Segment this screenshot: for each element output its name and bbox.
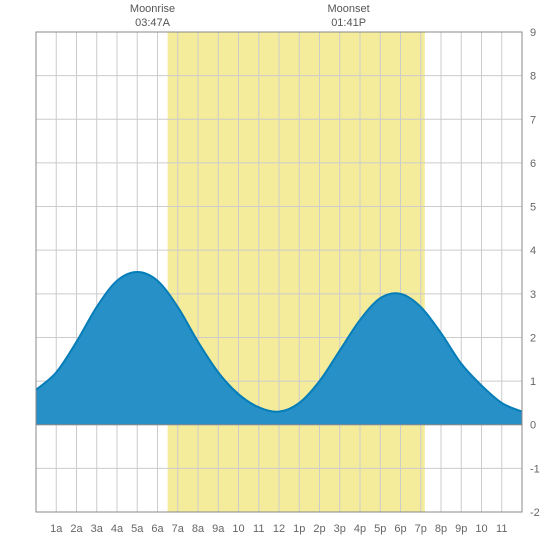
moonset-label: Moonset [328, 3, 370, 15]
y-tick-label: 4 [530, 245, 536, 257]
y-tick-label: 2 [530, 332, 536, 344]
y-tick-label: -2 [530, 507, 540, 519]
y-tick-label: 3 [530, 289, 536, 301]
x-tick-label: 3a [91, 523, 104, 535]
x-tick-label: 11 [253, 523, 264, 535]
x-tick-label: 10 [232, 523, 244, 535]
x-tick-label: 4a [111, 523, 124, 535]
moonset-time: 01:41P [331, 17, 366, 29]
y-tick-label: 5 [530, 202, 536, 214]
y-tick-label: 6 [530, 158, 536, 170]
y-tick-label: 9 [530, 27, 536, 39]
daylight-band [168, 32, 425, 512]
y-tick-label: 7 [530, 114, 536, 126]
y-tick-label: -1 [530, 463, 540, 475]
x-tick-label: 7p [415, 523, 427, 535]
x-tick-label: 1p [293, 523, 305, 535]
x-tick-label: 2a [70, 523, 83, 535]
x-tick-label: 7a [172, 523, 185, 535]
x-tick-label: 9a [212, 523, 225, 535]
tide-chart: 1a2a3a4a5a6a7a8a9a1011121p2p3p4p5p6p7p8p… [0, 0, 550, 550]
y-tick-label: 1 [530, 376, 536, 388]
moonrise-time: 03:47A [135, 17, 171, 29]
x-tick-label: 3p [334, 523, 346, 535]
x-tick-label: 5a [131, 523, 144, 535]
x-tick-label: 6p [394, 523, 406, 535]
x-tick-label: 2p [313, 523, 325, 535]
x-tick-label: 4p [354, 523, 366, 535]
x-tick-label: 11 [496, 523, 507, 535]
x-tick-label: 6a [151, 523, 164, 535]
x-tick-label: 8p [435, 523, 447, 535]
x-tick-label: 9p [455, 523, 467, 535]
x-tick-label: 1a [50, 523, 63, 535]
x-tick-label: 5p [374, 523, 386, 535]
x-tick-label: 8a [192, 523, 205, 535]
moonrise-label: Moonrise [130, 3, 175, 15]
y-tick-label: 0 [530, 420, 536, 432]
y-tick-label: 8 [530, 71, 536, 83]
x-tick-label: 12 [273, 523, 285, 535]
x-tick-label: 10 [475, 523, 487, 535]
